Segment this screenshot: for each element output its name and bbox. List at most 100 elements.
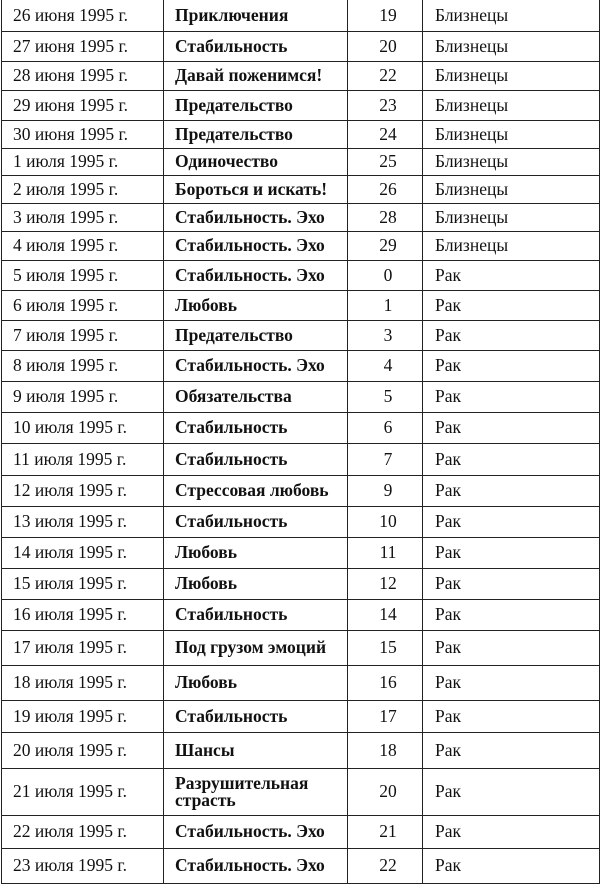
theme-cell: Шансы (163, 731, 348, 769)
theme-cell: Стабильность (163, 411, 348, 444)
date-cell: 19 июля 1995 г. (1, 699, 164, 733)
degree-cell: 29 (347, 230, 423, 261)
table-row: 15 июля 1995 г. Любовь 12 Рак (1, 567, 600, 600)
table-row: 2 июля 1995 г. Бороться и искать! 26 Близне… (1, 174, 600, 204)
table-row: 10 июля 1995 г. Стабильность 6 Рак (1, 411, 600, 444)
theme-cell: Обязательства (163, 380, 348, 413)
degree-cell: 22 (347, 847, 423, 884)
theme-cell: Приключения (163, 0, 348, 32)
sign-cell: Рак (422, 380, 600, 413)
degree-cell: 23 (347, 89, 423, 121)
theme-cell: Стабильность (163, 30, 348, 62)
table-row: 12 июля 1995 г. Стрессовая любовь 9 Рак (1, 474, 600, 507)
degree-cell: 17 (347, 699, 423, 733)
sign-cell: Близнецы (422, 60, 600, 91)
sign-cell: Рак (422, 731, 600, 769)
degree-cell: 19 (347, 0, 423, 32)
degree-cell: 6 (347, 411, 423, 444)
table-row: 19 июля 1995 г. Стабильность 17 Рак (1, 699, 600, 733)
degree-cell: 24 (347, 119, 423, 149)
table-row: 4 июля 1995 г. Стабильность. Эхо 29 Близнец… (1, 230, 600, 261)
date-cell: 18 июля 1995 г. (1, 664, 164, 701)
theme-cell: Одиночество (163, 147, 348, 176)
date-cell: 5 июля 1995 г. (1, 259, 164, 291)
theme-cell: Предательство (163, 89, 348, 121)
date-cell: 2 июля 1995 г. (1, 174, 164, 204)
theme-cell: Предательство (163, 319, 348, 351)
sign-cell: Близнецы (422, 89, 600, 121)
theme-cell: Стабильность (163, 442, 348, 476)
theme-cell: Любовь (163, 664, 348, 701)
theme-cell: Любовь (163, 289, 348, 321)
sign-cell: Рак (422, 814, 600, 849)
table-row: 20 июля 1995 г. Шансы 18 Рак (1, 731, 600, 769)
table-row: 21 июля 1995 г. Разрушительная страсть 20 Р… (1, 767, 600, 816)
table-row: 7 июля 1995 г. Предательство 3 Рак (1, 319, 600, 351)
date-cell: 23 июля 1995 г. (1, 847, 164, 884)
sign-cell: Рак (422, 847, 600, 884)
table-row: 13 июля 1995 г. Стабильность 10 Рак (1, 505, 600, 538)
theme-cell: Давай поженимся! (163, 60, 348, 91)
table-row: 28 июня 1995 г. Давай поженимся! 22 Близнец… (1, 60, 600, 91)
degree-cell: 5 (347, 380, 423, 413)
date-cell: 12 июля 1995 г. (1, 474, 164, 507)
sign-cell: Рак (422, 474, 600, 507)
table-row: 6 июля 1995 г. Любовь 1 Рак (1, 289, 600, 321)
sign-cell: Близнецы (422, 147, 600, 176)
table-row: 3 июля 1995 г. Стабильность. Эхо 28 Близнец… (1, 202, 600, 232)
sign-cell: Близнецы (422, 174, 600, 204)
theme-cell: Разрушительная страсть (163, 767, 348, 816)
date-cell: 14 июля 1995 г. (1, 536, 164, 569)
table-row: 27 июня 1995 г. Стабильность 20 Близнецы (1, 30, 600, 62)
date-cell: 28 июня 1995 г. (1, 60, 164, 91)
table-row: 1 июля 1995 г. Одиночество 25 Близнецы (1, 147, 600, 176)
date-cell: 10 июля 1995 г. (1, 411, 164, 444)
date-cell: 9 июля 1995 г. (1, 380, 164, 413)
degree-cell: 22 (347, 60, 423, 91)
date-cell: 27 июня 1995 г. (1, 30, 164, 62)
degree-cell: 26 (347, 174, 423, 204)
date-cell: 30 июня 1995 г. (1, 119, 164, 149)
sign-cell: Рак (422, 598, 600, 631)
sign-cell: Рак (422, 319, 600, 351)
sign-cell: Рак (422, 349, 600, 382)
sign-cell: Рак (422, 289, 600, 321)
theme-cell: Стабильность. Эхо (163, 349, 348, 382)
sign-cell: Рак (422, 411, 600, 444)
theme-cell: Предательство (163, 119, 348, 149)
date-cell: 13 июля 1995 г. (1, 505, 164, 538)
degree-cell: 4 (347, 349, 423, 382)
degree-cell: 18 (347, 731, 423, 769)
theme-cell: Стабильность (163, 505, 348, 538)
table-row: 9 июля 1995 г. Обязательства 5 Рак (1, 380, 600, 413)
degree-cell: 10 (347, 505, 423, 538)
date-cell: 4 июля 1995 г. (1, 230, 164, 261)
table-row: 14 июля 1995 г. Любовь 11 Рак (1, 536, 600, 569)
sign-cell: Близнецы (422, 202, 600, 232)
sign-cell: Рак (422, 567, 600, 600)
degree-cell: 3 (347, 319, 423, 351)
degree-cell: 28 (347, 202, 423, 232)
degree-cell: 12 (347, 567, 423, 600)
degree-cell: 11 (347, 536, 423, 569)
sign-cell: Рак (422, 442, 600, 476)
date-cell: 20 июля 1995 г. (1, 731, 164, 769)
sign-cell: Рак (422, 699, 600, 733)
theme-cell: Любовь (163, 567, 348, 600)
degree-cell: 14 (347, 598, 423, 631)
date-cell: 1 июля 1995 г. (1, 147, 164, 176)
table-row: 22 июля 1995 г. Стабильность. Эхо 21 Рак (1, 814, 600, 849)
theme-cell: Стабильность. Эхо (163, 847, 348, 884)
date-cell: 6 июля 1995 г. (1, 289, 164, 321)
theme-cell: Стабильность. Эхо (163, 259, 348, 291)
degree-cell: 0 (347, 259, 423, 291)
degree-cell: 1 (347, 289, 423, 321)
date-cell: 8 июля 1995 г. (1, 349, 164, 382)
degree-cell: 7 (347, 442, 423, 476)
degree-cell: 25 (347, 147, 423, 176)
sign-cell: Рак (422, 767, 600, 816)
theme-cell: Стабильность (163, 598, 348, 631)
theme-cell: Стабильность (163, 699, 348, 733)
theme-cell: Бороться и искать! (163, 174, 348, 204)
theme-cell: Стрессовая любовь (163, 474, 348, 507)
